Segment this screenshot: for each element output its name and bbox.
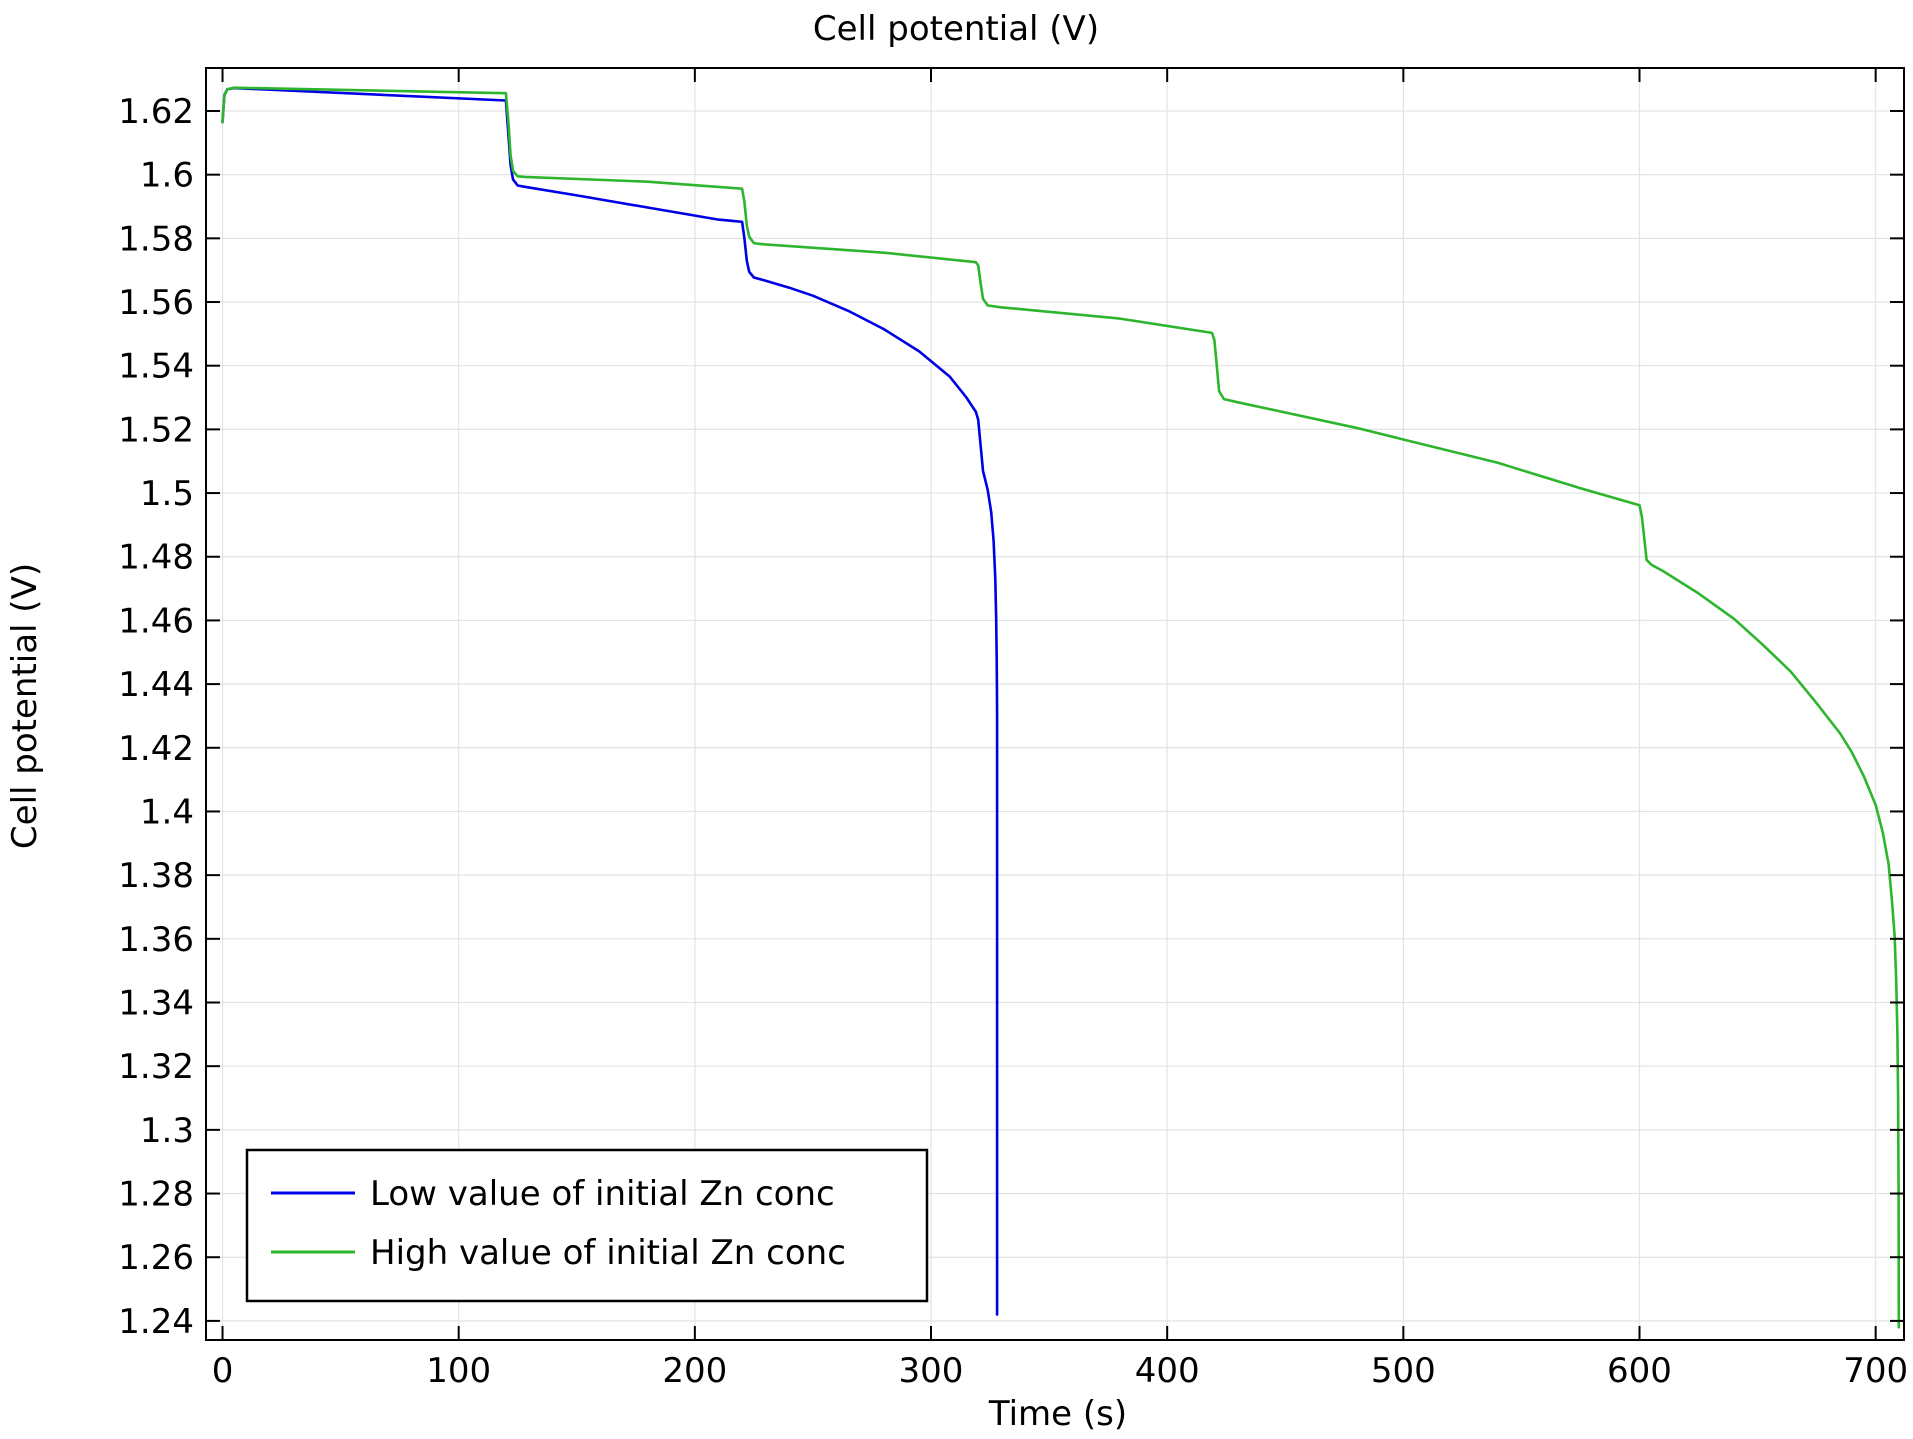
y-tick-label: 1.58 (118, 219, 194, 259)
y-tick-label: 1.6 (140, 156, 194, 196)
plot-series (221, 86, 1901, 1329)
y-tick-label: 1.62 (118, 92, 194, 132)
x-tick-label: 700 (1843, 1351, 1908, 1391)
y-tick-label: 1.26 (118, 1238, 194, 1278)
y-tick-label: 1.54 (118, 347, 194, 387)
legend-label-high: High value of initial Zn conc (370, 1233, 846, 1273)
y-tick-label: 1.52 (118, 410, 194, 450)
y-tick-label: 1.44 (118, 665, 194, 705)
x-tick-label: 600 (1607, 1351, 1672, 1391)
series-line-low (221, 86, 999, 1316)
y-tick-label: 1.32 (118, 1047, 194, 1087)
x-tick-label: 500 (1371, 1351, 1436, 1391)
x-tick-label: 300 (899, 1351, 964, 1391)
y-tick-label: 1.46 (118, 601, 194, 641)
legend: Low value of initial Zn conc High value … (245, 1148, 929, 1303)
x-tick-label: 0 (212, 1351, 234, 1391)
grid-lines (206, 68, 1904, 1340)
x-tick-label: 400 (1135, 1351, 1200, 1391)
y-tick-label: 1.24 (118, 1302, 194, 1342)
y-tick-label: 1.28 (118, 1175, 194, 1215)
y-tick-label: 1.3 (140, 1111, 194, 1151)
x-axis-label: Time (s) (988, 1394, 1127, 1434)
axis-ticks: 0 100 200 300 400 500 600 700 1.24 1.26 1.28 1.3 1.3… (118, 68, 1908, 1391)
chart-title: Cell potential (V) (813, 9, 1099, 49)
series-line-high (221, 86, 1901, 1329)
legend-label-low: Low value of initial Zn conc (370, 1174, 835, 1214)
y-tick-label: 1.34 (118, 983, 194, 1023)
y-tick-label: 1.36 (118, 920, 194, 960)
y-tick-label: 1.5 (140, 474, 194, 514)
plot-frame (205, 67, 1905, 1341)
y-tick-label: 1.38 (118, 856, 194, 896)
y-axis-label: Cell potential (V) (5, 563, 45, 849)
legend-box (245, 1148, 929, 1303)
y-tick-label: 1.42 (118, 729, 194, 769)
y-tick-label: 1.56 (118, 283, 194, 323)
x-tick-label: 200 (662, 1351, 727, 1391)
y-tick-label: 1.4 (140, 792, 194, 832)
y-tick-label: 1.48 (118, 538, 194, 578)
x-tick-label: 100 (426, 1351, 491, 1391)
